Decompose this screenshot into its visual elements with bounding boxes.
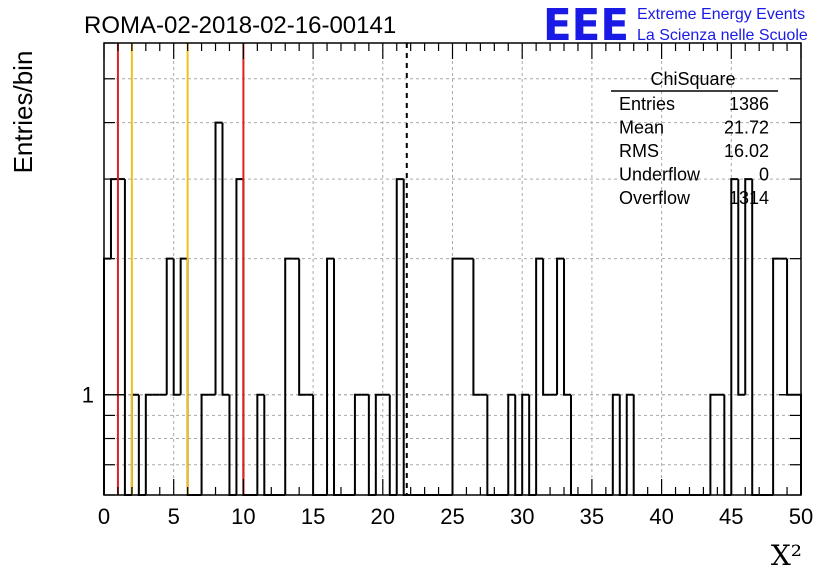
- histogram-bin: [723, 394, 732, 496]
- x-tick-label: 50: [789, 504, 813, 529]
- histogram-bin: [103, 257, 111, 495]
- histogram-bin: [333, 258, 341, 496]
- x-tick-label: 25: [440, 504, 464, 529]
- histogram-bin: [284, 257, 293, 495]
- reference-lines: [116, 43, 408, 495]
- histogram-bin: [312, 394, 321, 496]
- histogram-bin: [137, 394, 146, 496]
- x-tick-label: 0: [98, 504, 110, 529]
- stats-label: Entries: [619, 94, 675, 114]
- histogram-bin: [353, 393, 362, 495]
- eee-logo-text: EEE: [543, 0, 629, 51]
- axis-ticks: [103, 42, 802, 496]
- histogram-bin: [772, 257, 781, 495]
- histogram-bin: [507, 393, 516, 495]
- histogram-bin: [130, 393, 139, 495]
- histogram-bin: [709, 393, 718, 495]
- histogram-bin: [395, 178, 404, 495]
- histogram-bin: [144, 393, 153, 495]
- histogram-bin: [556, 257, 565, 395]
- histogram-bin: [521, 393, 530, 495]
- histogram-bin: [374, 393, 383, 495]
- histogram-bin: [367, 394, 376, 496]
- logo-line1: Extreme Energy Events: [637, 6, 805, 23]
- histogram-bin: [298, 258, 307, 396]
- histogram-bin: [221, 122, 230, 396]
- histogram-bin: [569, 394, 578, 496]
- stats-label: Mean: [619, 118, 664, 138]
- histogram-bin: [625, 393, 634, 495]
- histogram-bin: [186, 258, 195, 496]
- histogram-bin: [618, 394, 627, 496]
- histogram-bin: [123, 179, 132, 496]
- histogram-bin: [514, 394, 523, 496]
- stats-value: 21.72: [724, 118, 769, 138]
- histogram-bin: [214, 121, 223, 395]
- stats-box-title: ChiSquare: [650, 69, 735, 89]
- x-tick-label: 30: [510, 504, 534, 529]
- histogram-bin: [235, 178, 244, 495]
- histogram-bin: [486, 394, 495, 496]
- histogram-bin: [326, 257, 335, 495]
- histogram-bin: [451, 257, 460, 495]
- histogram-bin: [751, 179, 760, 496]
- histogram-bin: [388, 394, 397, 496]
- histogram-bin: [744, 178, 753, 395]
- stats-value: 1314: [729, 188, 769, 208]
- histogram-bin: [263, 394, 272, 496]
- x-tick-label: 40: [649, 504, 673, 529]
- histogram-bin: [737, 179, 746, 396]
- histogram-bin: [794, 393, 802, 495]
- stats-value: 1386: [729, 94, 769, 114]
- chart-title: ROMA-02-2018-02-16-00141: [84, 12, 396, 39]
- stats-label: Overflow: [619, 188, 691, 208]
- y-axis-label: Entries/bin: [8, 51, 38, 174]
- histogram-bin: [172, 258, 181, 396]
- histogram-bin: [242, 179, 251, 496]
- x-tick-label: 15: [301, 504, 325, 529]
- x-tick-labels: 0 5 10 15 20 25 30 35 40 45 50: [98, 504, 813, 529]
- histogram-bin: [542, 258, 551, 396]
- y-tick-labels: 1: [82, 383, 94, 408]
- eee-logo: EEE Extreme Energy Events La Scienza nel…: [543, 0, 808, 51]
- y-tick-label: 1: [82, 383, 94, 408]
- histogram-bin: [228, 394, 237, 496]
- histogram-bin: [179, 257, 188, 395]
- stats-label: Underflow: [619, 165, 701, 185]
- histogram-bin: [632, 394, 641, 496]
- histogram-bin: [165, 257, 174, 395]
- histogram-bin: [611, 393, 620, 495]
- histogram-bin: [109, 178, 118, 259]
- stats-value: 0: [759, 165, 769, 185]
- histogram-bin: [730, 178, 739, 495]
- x-axis-label: X²: [771, 539, 802, 572]
- histogram-bin: [472, 258, 481, 396]
- stats-label: RMS: [619, 141, 659, 161]
- logo-line2: La Scienza nelle Scuole: [637, 27, 808, 44]
- x-tick-label: 20: [371, 504, 395, 529]
- x-tick-label: 10: [231, 504, 255, 529]
- histogram-bin: [563, 258, 571, 396]
- stats-box: ChiSquare Entries 1386 Mean 21.72 RMS 16.02 Un…: [611, 69, 778, 208]
- histogram-bin: [535, 257, 544, 495]
- histogram-bin: [256, 393, 265, 495]
- histogram-bin: [200, 393, 209, 495]
- histogram-bin: [528, 394, 537, 496]
- histogram-bin: [786, 258, 795, 396]
- x-tick-label: 35: [580, 504, 604, 529]
- stats-value: 16.02: [724, 141, 769, 161]
- x-tick-label: 45: [719, 504, 743, 529]
- x-tick-label: 5: [168, 504, 180, 529]
